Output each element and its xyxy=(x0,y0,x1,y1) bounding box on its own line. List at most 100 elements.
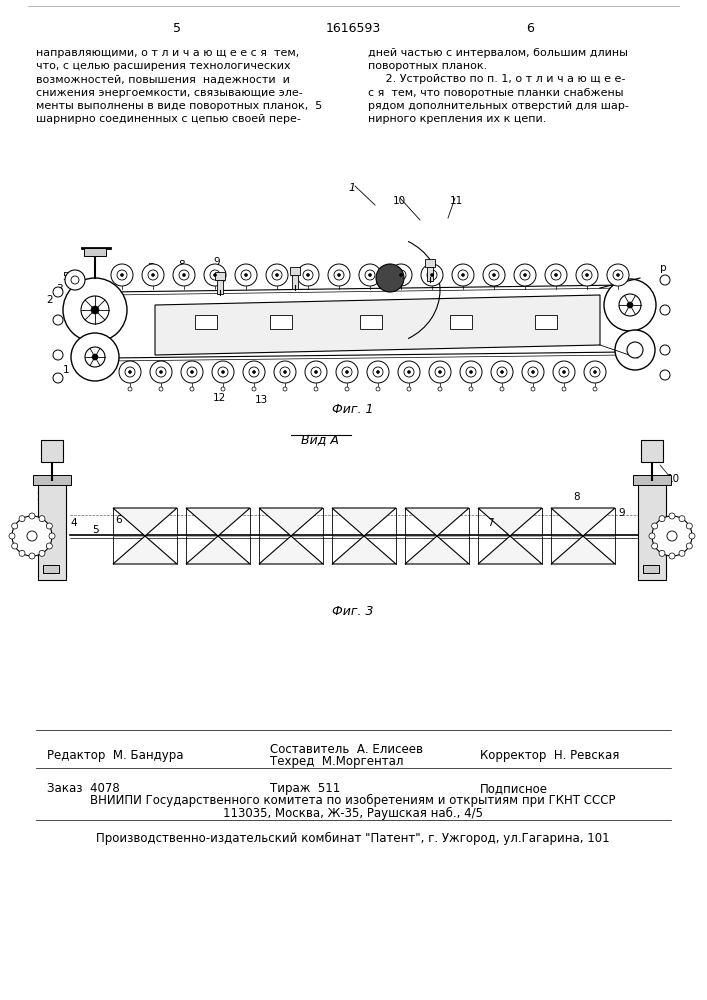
Text: 113035, Москва, Ж-35, Раушская наб., 4/5: 113035, Москва, Ж-35, Раушская наб., 4/5 xyxy=(223,807,483,820)
Circle shape xyxy=(489,270,499,280)
Circle shape xyxy=(303,270,313,280)
Circle shape xyxy=(531,387,535,391)
Circle shape xyxy=(311,367,321,377)
Circle shape xyxy=(65,270,85,290)
Text: ВНИИПИ Государственного комитета по изобретениям и открытиям при ГКНТ СССР: ВНИИПИ Государственного комитета по изоб… xyxy=(90,794,616,807)
Text: 8: 8 xyxy=(573,492,580,502)
Circle shape xyxy=(585,273,588,276)
Circle shape xyxy=(151,273,155,276)
FancyBboxPatch shape xyxy=(427,267,433,281)
Circle shape xyxy=(249,367,259,377)
Circle shape xyxy=(367,361,389,383)
Circle shape xyxy=(617,273,619,276)
Text: 1: 1 xyxy=(38,565,45,575)
Circle shape xyxy=(119,361,141,383)
Circle shape xyxy=(545,264,567,286)
Text: 1: 1 xyxy=(63,365,69,375)
Text: 5: 5 xyxy=(62,272,69,282)
Text: Подписное: Подписное xyxy=(480,782,548,795)
Circle shape xyxy=(660,345,670,355)
Circle shape xyxy=(497,367,507,377)
FancyBboxPatch shape xyxy=(41,440,63,462)
Circle shape xyxy=(427,270,437,280)
Circle shape xyxy=(221,387,225,391)
Text: нирного крепления их к цепи.: нирного крепления их к цепи. xyxy=(368,114,547,124)
Circle shape xyxy=(307,273,310,276)
Circle shape xyxy=(305,361,327,383)
Circle shape xyxy=(284,370,286,373)
Circle shape xyxy=(120,273,124,276)
Text: что, с целью расширения технологических: что, с целью расширения технологических xyxy=(36,61,291,71)
Text: 4: 4 xyxy=(70,518,76,528)
Circle shape xyxy=(160,370,163,373)
Circle shape xyxy=(563,370,566,373)
Circle shape xyxy=(274,361,296,383)
Text: шарнирно соединенных с цепью своей пере-: шарнирно соединенных с цепью своей пере- xyxy=(36,114,301,124)
Text: 5: 5 xyxy=(173,22,181,35)
Text: 2. Устройство по п. 1, о т л и ч а ю щ е е-: 2. Устройство по п. 1, о т л и ч а ю щ е… xyxy=(368,74,626,84)
FancyBboxPatch shape xyxy=(535,315,557,329)
Circle shape xyxy=(396,270,406,280)
Circle shape xyxy=(659,516,665,522)
Circle shape xyxy=(266,264,288,286)
Text: Тираж  511: Тираж 511 xyxy=(270,782,340,795)
Circle shape xyxy=(469,370,472,373)
Circle shape xyxy=(669,553,675,559)
Text: 8: 8 xyxy=(178,260,185,270)
FancyBboxPatch shape xyxy=(643,565,659,573)
FancyBboxPatch shape xyxy=(215,272,225,280)
Circle shape xyxy=(553,361,575,383)
Circle shape xyxy=(652,516,692,556)
Circle shape xyxy=(39,550,45,556)
Circle shape xyxy=(365,270,375,280)
Circle shape xyxy=(337,273,341,276)
Polygon shape xyxy=(478,508,542,564)
Circle shape xyxy=(204,264,226,286)
Circle shape xyxy=(214,273,216,276)
FancyBboxPatch shape xyxy=(360,315,382,329)
Text: 2: 2 xyxy=(36,492,42,502)
Circle shape xyxy=(53,350,63,360)
Circle shape xyxy=(12,523,18,529)
Circle shape xyxy=(652,543,658,549)
Circle shape xyxy=(39,516,45,522)
Circle shape xyxy=(469,387,473,391)
Circle shape xyxy=(627,342,643,358)
Text: 11: 11 xyxy=(450,196,463,206)
Text: менты выполнены в виде поворотных планок,  5: менты выполнены в виде поворотных планок… xyxy=(36,101,322,111)
Circle shape xyxy=(452,264,474,286)
Text: 13: 13 xyxy=(255,395,268,405)
Circle shape xyxy=(81,296,109,324)
Text: 9: 9 xyxy=(213,257,220,267)
Circle shape xyxy=(91,306,99,314)
Text: Фиг. 1: Фиг. 1 xyxy=(332,403,374,416)
Circle shape xyxy=(466,367,476,377)
Text: возможностей, повышения  надежности  и: возможностей, повышения надежности и xyxy=(36,74,290,84)
Circle shape xyxy=(407,370,411,373)
Circle shape xyxy=(125,367,135,377)
Text: 6: 6 xyxy=(526,22,534,35)
Text: 10: 10 xyxy=(667,474,680,484)
Circle shape xyxy=(431,273,433,276)
Text: 5: 5 xyxy=(92,525,98,535)
Circle shape xyxy=(156,367,166,377)
Circle shape xyxy=(660,305,670,315)
FancyBboxPatch shape xyxy=(270,315,292,329)
Circle shape xyxy=(398,361,420,383)
Polygon shape xyxy=(332,508,396,564)
Circle shape xyxy=(462,273,464,276)
Circle shape xyxy=(669,513,675,519)
Circle shape xyxy=(218,367,228,377)
Circle shape xyxy=(483,264,505,286)
Text: 6: 6 xyxy=(113,266,119,276)
Circle shape xyxy=(336,361,358,383)
Circle shape xyxy=(373,367,383,377)
Circle shape xyxy=(660,370,670,380)
Circle shape xyxy=(117,270,127,280)
FancyBboxPatch shape xyxy=(290,267,300,275)
Circle shape xyxy=(523,273,527,276)
Circle shape xyxy=(460,361,482,383)
FancyBboxPatch shape xyxy=(84,248,106,256)
Circle shape xyxy=(182,273,185,276)
Circle shape xyxy=(458,270,468,280)
